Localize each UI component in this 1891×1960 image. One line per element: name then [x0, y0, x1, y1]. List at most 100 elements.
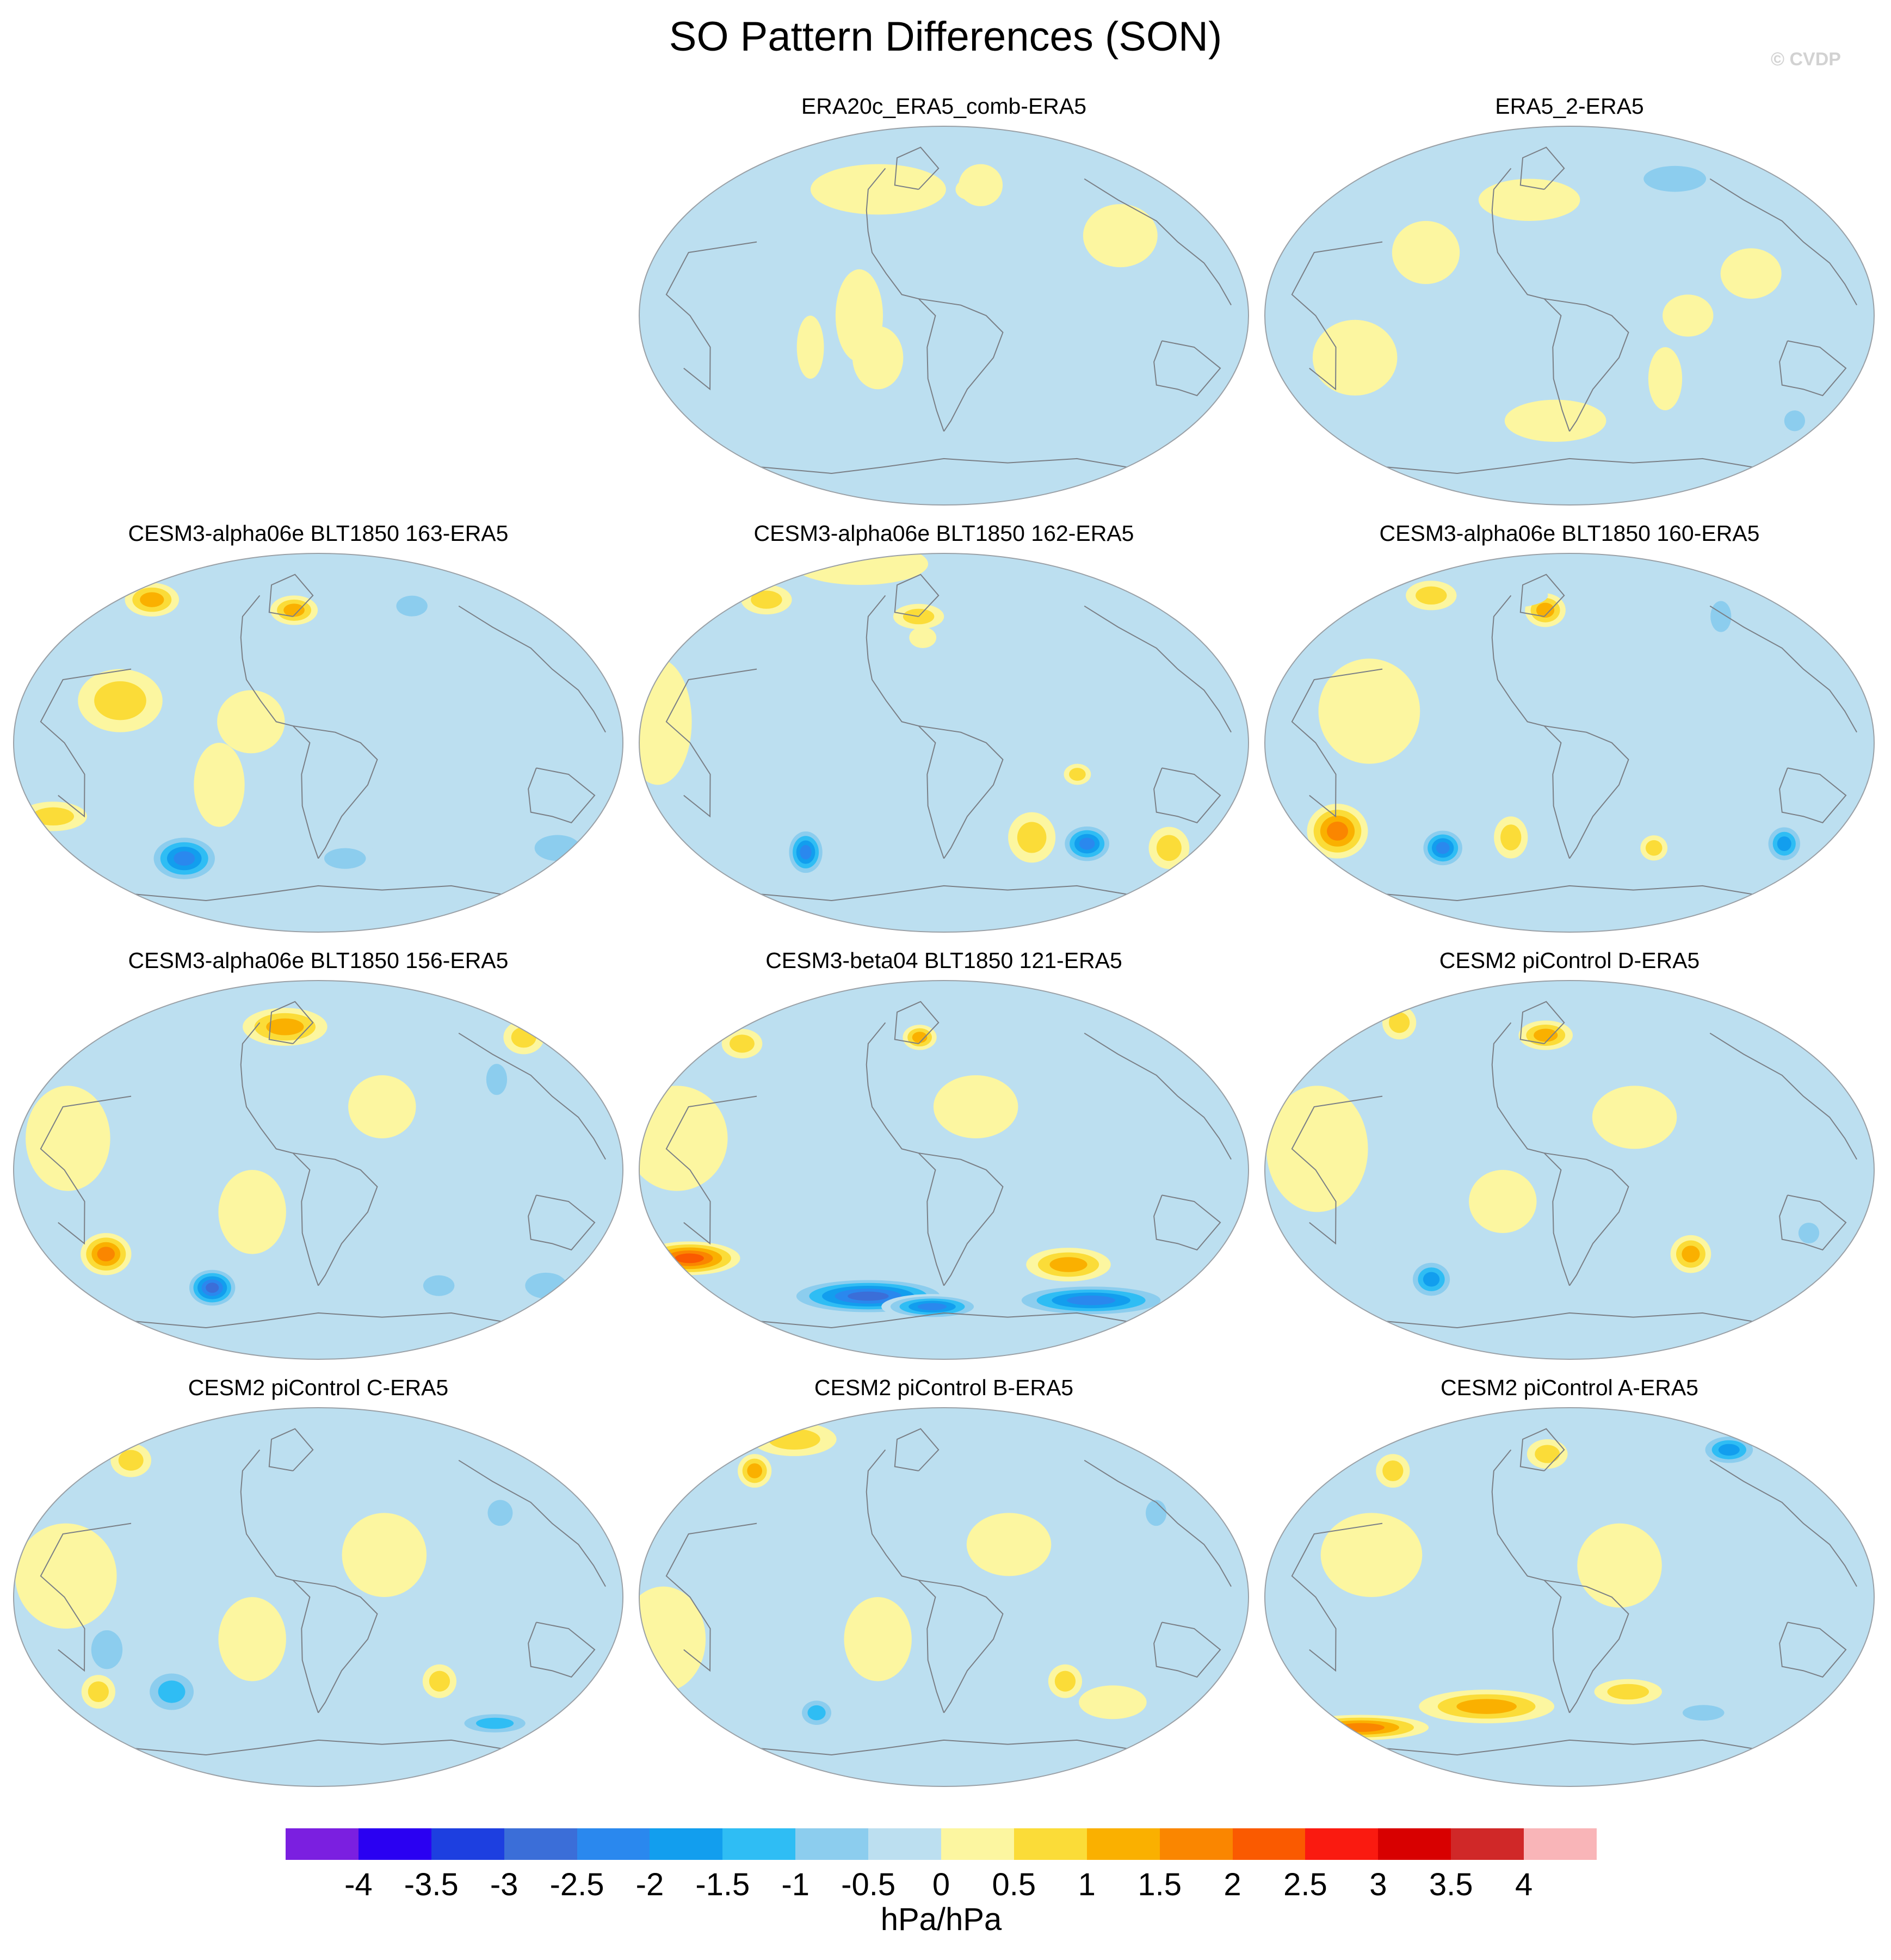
anomaly-contour	[1017, 822, 1047, 853]
anomaly-contour	[1682, 1705, 1725, 1721]
anomaly-contour	[1687, 1018, 1755, 1069]
colorbar-tick-label: 1	[1078, 1867, 1096, 1902]
map-background	[639, 553, 1249, 932]
anomaly-contour	[844, 1597, 912, 1681]
anomaly-contour	[1592, 1086, 1677, 1149]
coastline	[268, 574, 314, 617]
coastline	[1543, 1580, 1570, 1713]
map-panel: CESM3-alpha06e BLT1850 156-ERA5	[8, 947, 628, 1371]
anomaly-contour	[1682, 1246, 1700, 1263]
anomaly-contour	[218, 1170, 286, 1254]
anomaly-contour	[94, 681, 146, 720]
anomaly-contour	[26, 1086, 110, 1191]
coastline	[1709, 1032, 1857, 1160]
coastline	[761, 458, 1127, 474]
anomaly-contour	[730, 1034, 755, 1053]
anomaly-contour	[396, 595, 428, 617]
anomaly-contour	[174, 851, 195, 866]
anomaly-contour	[848, 1291, 889, 1301]
map-background	[1265, 126, 1874, 505]
colorbar-swatch	[1305, 1828, 1379, 1860]
map-plot	[13, 553, 623, 933]
coastline	[1491, 1022, 1544, 1154]
anomaly-contour	[1534, 1028, 1558, 1042]
anomaly-contour	[1146, 1500, 1167, 1526]
anomaly-contour	[1083, 204, 1158, 268]
coastline	[1519, 146, 1565, 190]
colorbar-swatch	[504, 1828, 578, 1860]
anomaly-contour	[1500, 824, 1522, 850]
anomaly-contour	[1312, 319, 1398, 396]
map-outline	[639, 126, 1249, 506]
anomaly-contour	[1535, 1445, 1560, 1463]
panel-title: CESM2 piControl A-ERA5	[1441, 1375, 1698, 1400]
colorbar-tick-label: -3.5	[404, 1867, 459, 1902]
anomaly-contour	[1469, 1170, 1537, 1233]
anomaly-contour	[206, 1283, 219, 1293]
anomaly-contour	[1079, 1685, 1147, 1719]
map-plot	[13, 1407, 623, 1787]
coastline	[665, 241, 757, 391]
coastline	[1779, 767, 1847, 824]
map-panel: ERA20c_ERA5_comb-ERA5	[634, 93, 1254, 517]
coastline	[1153, 1194, 1221, 1251]
anomaly-contour	[1388, 1012, 1410, 1033]
anomaly-contour	[158, 1680, 186, 1703]
coastline	[1709, 178, 1857, 306]
anomaly-contour	[955, 178, 983, 200]
figure-title: SO Pattern Differences (SON)	[669, 14, 1222, 60]
map-panel: CESM2 piControl C-ERA5	[8, 1374, 628, 1798]
anomaly-contour	[525, 1272, 567, 1299]
coastline	[894, 146, 940, 190]
panel-title: ERA20c_ERA5_comb-ERA5	[801, 94, 1087, 119]
colorbar-tick-label: 3	[1369, 1867, 1387, 1902]
map-plot	[639, 980, 1249, 1360]
coastline	[1153, 767, 1221, 824]
map-plot	[1264, 553, 1875, 933]
coastline	[135, 885, 502, 902]
colorbar-tick-label: -2	[635, 1867, 664, 1902]
anomaly-contour	[852, 326, 904, 390]
anomaly-contour	[118, 1450, 144, 1471]
anomaly-contour	[1320, 1513, 1423, 1597]
map-plot	[1264, 980, 1875, 1360]
anomaly-contour	[88, 1681, 109, 1703]
anomaly-contour	[487, 1500, 513, 1526]
anomaly-contour	[342, 1513, 427, 1597]
coastline	[1543, 1152, 1570, 1286]
anomaly-contour	[324, 848, 366, 869]
coastline	[761, 1739, 1127, 1756]
coastline	[292, 725, 319, 859]
map-background	[639, 126, 1249, 505]
anomaly-contour	[1069, 768, 1086, 781]
coastline	[1543, 298, 1570, 432]
colorbar-swatch	[1232, 1828, 1306, 1860]
anomaly-contour	[1718, 1444, 1740, 1456]
map-outline	[639, 553, 1249, 933]
coastline	[894, 1001, 940, 1044]
coastline	[293, 1580, 378, 1714]
colorbar-tick-label: -3	[490, 1867, 518, 1902]
map-outline	[1264, 553, 1875, 933]
coastline	[240, 1022, 293, 1154]
anomaly-contour	[1710, 601, 1732, 632]
colorbar-swatch	[650, 1828, 723, 1860]
colorbar-tick-label: -4	[344, 1867, 373, 1902]
anomaly-contour	[1643, 165, 1707, 192]
colorbar-tick-label: 4	[1515, 1867, 1533, 1902]
coastline	[1291, 1095, 1383, 1245]
anomaly-contour	[91, 1630, 123, 1669]
coastline	[1084, 1032, 1232, 1160]
panel-title: CESM3-alpha06e BLT1850 163-ERA5	[128, 521, 509, 546]
coastline	[1779, 1622, 1847, 1678]
colorbar-tick-label: 0.5	[992, 1867, 1036, 1902]
coastline	[1779, 1194, 1847, 1251]
coastline	[918, 1152, 944, 1286]
colorbar-tick-label: 0	[932, 1867, 950, 1902]
coastline	[528, 1194, 596, 1251]
colorbar-unit: hPa/hPa	[880, 1902, 1002, 1937]
coastline	[665, 1095, 757, 1245]
coastline	[40, 1095, 132, 1245]
coastline	[1153, 340, 1221, 397]
map-panel: CESM3-alpha06e BLT1850 162-ERA5	[634, 520, 1254, 944]
